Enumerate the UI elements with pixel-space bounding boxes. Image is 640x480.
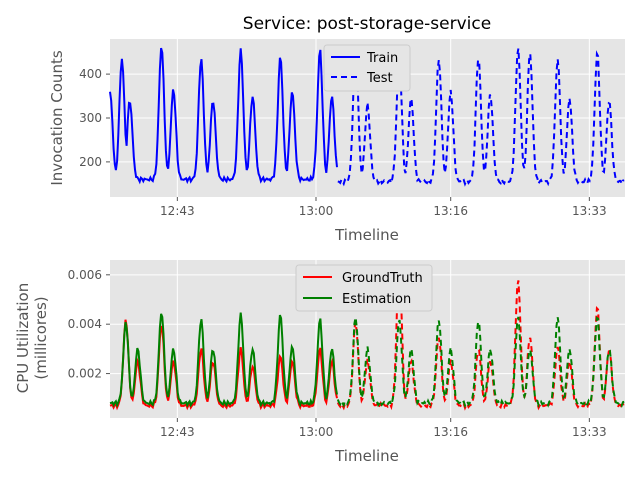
top-xtick-label: 13:33 xyxy=(572,204,607,218)
ticks-bottom: 12:43 13:00 13:16 13:33 0.002 0.004 0.006 xyxy=(68,268,607,439)
bottom-ytick-label: 0.004 xyxy=(68,317,102,331)
y-axis-label-bottom: CPU Utilization (millicores) xyxy=(14,283,50,393)
bottom-xtick-label: 13:00 xyxy=(299,425,334,439)
top-xtick-label: 13:00 xyxy=(299,204,334,218)
bottom-xtick-label: 13:33 xyxy=(572,425,607,439)
bottom-ytick-label: 0.002 xyxy=(68,367,102,381)
series-lines-top xyxy=(109,47,625,187)
bottom-xtick-label: 13:16 xyxy=(433,425,468,439)
legend-label-groundtruth: GroundTruth xyxy=(342,271,423,286)
legend-bottom: GroundTruth Estimation xyxy=(295,264,433,312)
bottom-series-estimation-train xyxy=(109,312,338,409)
invocation-panel: Service: post-storage-service Timeline I… xyxy=(48,14,625,244)
top-series-test xyxy=(337,48,625,187)
chart-title: Service: post-storage-service xyxy=(243,14,491,34)
legend-label-estimation: Estimation xyxy=(342,292,411,307)
bottom-ytick-label: 0.006 xyxy=(68,268,102,282)
y-axis-label-line-1: CPU Utilization xyxy=(14,283,32,393)
top-xtick-label: 12:43 xyxy=(160,204,195,218)
bottom-xtick-label: 12:43 xyxy=(160,425,195,439)
legend-label-train: Train xyxy=(366,51,398,66)
top-ytick-label: 200 xyxy=(79,155,102,169)
cpu-panel: Timeline CPU Utilization (millicores) 12… xyxy=(14,260,625,465)
x-axis-label-top: Timeline xyxy=(334,226,399,244)
bottom-series-estimation-test xyxy=(336,316,625,409)
y-axis-label-line-2: (millicores) xyxy=(32,296,50,379)
x-axis-label-bottom: Timeline xyxy=(334,447,399,465)
ticks-top: 12:43 13:00 13:16 13:33 200 300 400 xyxy=(79,67,607,218)
series-lines-bottom xyxy=(109,266,625,411)
y-axis-label-top: Invocation Counts xyxy=(48,50,66,185)
top-xtick-label: 13:16 xyxy=(433,204,468,218)
legend-label-test: Test xyxy=(366,71,393,86)
bottom-series-groundtruth-test xyxy=(336,266,625,411)
top-ytick-label: 300 xyxy=(79,111,102,125)
top-ytick-label: 400 xyxy=(79,67,102,81)
legend-top: Train Test xyxy=(323,44,411,92)
top-series-train xyxy=(109,47,338,185)
